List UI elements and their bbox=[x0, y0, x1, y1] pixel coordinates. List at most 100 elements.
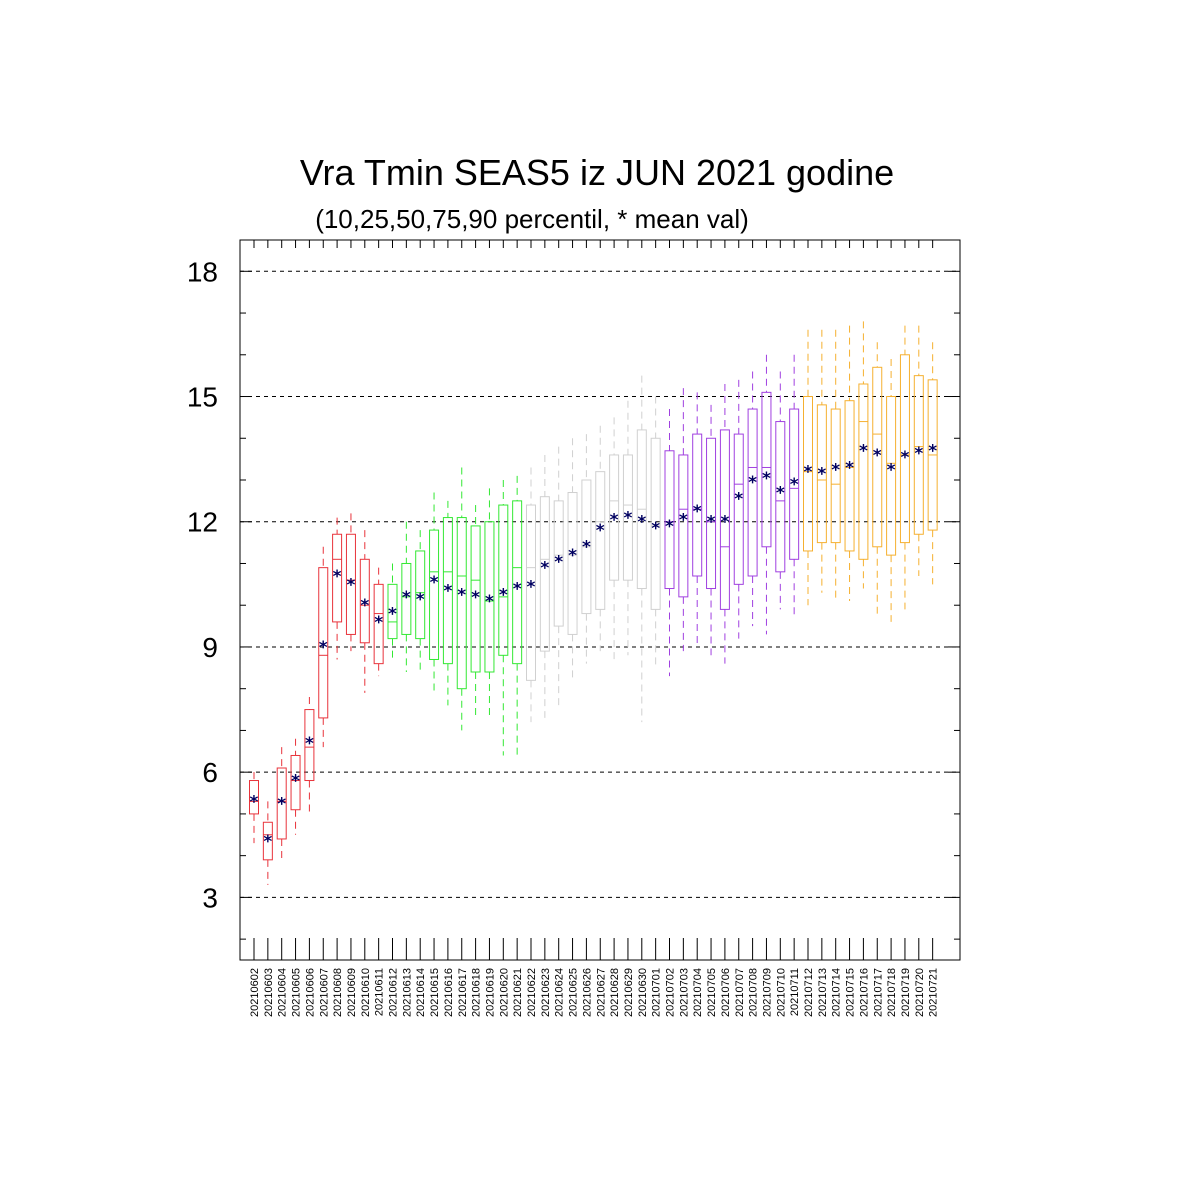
mean-marker: * bbox=[596, 521, 605, 541]
xtick-label: 20210624 bbox=[554, 968, 566, 1017]
box-20210717: * bbox=[872, 342, 883, 614]
box-iqr bbox=[276, 767, 287, 840]
x-axis: 20210602 20210603 20210604 20210605 20210606… bbox=[249, 240, 940, 1017]
xtick-label: 20210627 bbox=[595, 968, 607, 1017]
box-20210613: * bbox=[401, 521, 412, 672]
box-iqr bbox=[761, 391, 772, 548]
box-20210720: * bbox=[913, 325, 924, 576]
xtick-label: 20210712 bbox=[803, 968, 815, 1017]
ytick-label: 3 bbox=[202, 882, 218, 913]
box-iqr bbox=[332, 533, 343, 623]
xtick-label: 20210629 bbox=[623, 968, 635, 1017]
box-20210629: * bbox=[622, 400, 633, 656]
box-iqr bbox=[830, 408, 841, 544]
xtick-label: 20210621 bbox=[512, 968, 524, 1017]
mean-marker: * bbox=[859, 442, 868, 462]
box-iqr bbox=[359, 558, 370, 644]
box-20210628: * bbox=[609, 417, 620, 664]
box-20210704: * bbox=[692, 392, 703, 647]
mean-marker: * bbox=[554, 552, 563, 572]
box-iqr bbox=[512, 500, 523, 665]
xtick-label: 20210606 bbox=[304, 968, 316, 1017]
box-iqr bbox=[913, 375, 924, 535]
box-20210715: * bbox=[844, 325, 855, 602]
box-20210621: * bbox=[512, 475, 523, 756]
chart-subtitle: (10,25,50,75,90 percentil, * mean val) bbox=[315, 204, 749, 234]
box-20210618: * bbox=[470, 505, 481, 718]
box-iqr bbox=[706, 437, 717, 590]
box-20210705: * bbox=[706, 404, 717, 656]
box-20210706: * bbox=[719, 384, 730, 664]
box-iqr bbox=[678, 454, 689, 598]
box-iqr bbox=[539, 496, 550, 652]
mean-marker: * bbox=[624, 508, 633, 528]
mean-marker: * bbox=[790, 475, 799, 495]
box-20210605: * bbox=[290, 738, 301, 835]
xtick-label: 20210709 bbox=[761, 968, 773, 1017]
xtick-label: 20210613 bbox=[401, 968, 413, 1017]
mean-marker: * bbox=[319, 638, 328, 658]
xtick-label: 20210708 bbox=[748, 968, 760, 1017]
mean-marker: * bbox=[831, 460, 840, 480]
mean-marker: * bbox=[347, 575, 356, 595]
box-iqr bbox=[775, 421, 786, 573]
mean-marker: * bbox=[901, 448, 910, 468]
xtick-label: 20210701 bbox=[651, 968, 663, 1017]
box-20210606: * bbox=[304, 697, 315, 814]
box-iqr bbox=[442, 517, 453, 665]
box-20210609: * bbox=[345, 513, 356, 652]
box-20210616: * bbox=[442, 500, 453, 706]
mean-marker: * bbox=[499, 586, 508, 606]
xtick-label: 20210620 bbox=[498, 968, 510, 1017]
box-iqr bbox=[664, 450, 675, 590]
box-20210620: * bbox=[498, 480, 509, 756]
mean-marker: * bbox=[776, 483, 785, 503]
box-20210709: * bbox=[761, 354, 772, 635]
box-20210721: * bbox=[927, 342, 938, 585]
xtick-label: 20210718 bbox=[886, 968, 898, 1017]
mean-marker: * bbox=[374, 613, 383, 633]
box-iqr bbox=[304, 709, 315, 782]
box-20210719: * bbox=[899, 325, 910, 610]
xtick-label: 20210628 bbox=[609, 968, 621, 1017]
xtick-label: 20210719 bbox=[900, 968, 912, 1017]
xtick-label: 20210622 bbox=[526, 968, 538, 1017]
mean-marker: * bbox=[291, 771, 300, 791]
box-20210626: * bbox=[581, 434, 592, 664]
mean-marker: * bbox=[277, 794, 286, 814]
xtick-label: 20210616 bbox=[443, 968, 455, 1017]
box-iqr bbox=[609, 454, 620, 581]
ytick-label: 12 bbox=[187, 507, 218, 538]
mean-marker: * bbox=[679, 511, 688, 531]
xtick-label: 20210717 bbox=[872, 968, 884, 1017]
box-iqr bbox=[789, 408, 800, 560]
xtick-label: 20210623 bbox=[540, 968, 552, 1017]
mean-marker: * bbox=[443, 582, 452, 602]
box-20210718: * bbox=[886, 358, 897, 622]
xtick-label: 20210715 bbox=[845, 968, 857, 1017]
box-iqr bbox=[387, 583, 398, 640]
mean-marker: * bbox=[457, 586, 466, 606]
box-20210630: * bbox=[636, 375, 647, 723]
mean-marker: * bbox=[637, 513, 646, 533]
ytick-label: 15 bbox=[187, 382, 218, 413]
ytick-label: 18 bbox=[187, 256, 218, 287]
mean-marker: * bbox=[707, 513, 716, 533]
box-20210615: * bbox=[429, 492, 440, 693]
mean-marker: * bbox=[305, 734, 314, 754]
box-20210716: * bbox=[858, 321, 869, 589]
xtick-label: 20210617 bbox=[457, 968, 469, 1017]
box-iqr bbox=[484, 521, 495, 673]
mean-marker: * bbox=[845, 458, 854, 478]
box-20210614: * bbox=[415, 530, 426, 672]
mean-marker: * bbox=[734, 490, 743, 510]
mean-marker: * bbox=[665, 517, 674, 537]
box-20210617: * bbox=[456, 467, 467, 731]
mean-marker: * bbox=[928, 442, 937, 462]
xtick-label: 20210626 bbox=[581, 968, 593, 1017]
mean-marker: * bbox=[887, 460, 896, 480]
box-20210622: * bbox=[526, 467, 536, 723]
box-iqr bbox=[692, 433, 703, 577]
boxes: ******* *** ** ** * * * * * * ** * * *** * * * * * ** *** ** *… bbox=[249, 321, 938, 885]
